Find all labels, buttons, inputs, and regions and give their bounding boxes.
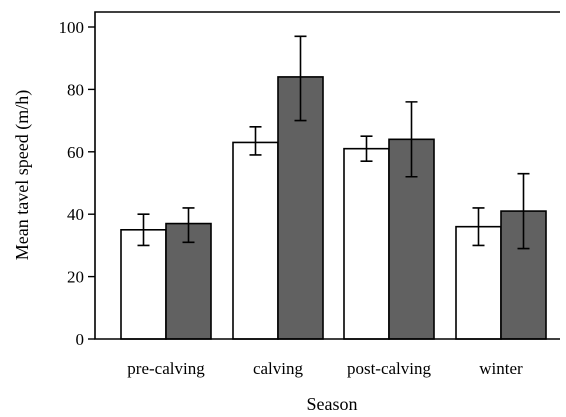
y-tick-label: 80 <box>67 80 84 99</box>
x-axis-tick-labels: pre-calving calving post-calving winter <box>127 359 523 378</box>
x-tick-label: winter <box>479 359 523 378</box>
y-tick-label: 20 <box>67 268 84 287</box>
y-axis-ticks: 0 20 40 60 80 100 <box>59 18 95 349</box>
error-bar-post-calving-series-1 <box>360 135 373 162</box>
error-bars <box>137 35 530 250</box>
y-tick-label: 100 <box>59 18 85 37</box>
error-bar-pre-calving-series-2 <box>182 207 195 244</box>
x-tick-label: calving <box>253 359 304 378</box>
error-bar-pre-calving-series-1 <box>137 213 150 247</box>
error-bar-post-calving-series-2 <box>405 101 418 178</box>
y-axis-title: Mean tavel speed (m/h) <box>12 90 33 260</box>
x-tick-label: pre-calving <box>127 359 205 378</box>
bar-post-calving-series-1 <box>343 147 390 340</box>
y-tick-label: 60 <box>67 143 84 162</box>
error-bar-winter-series-2 <box>517 172 530 250</box>
x-axis-title: Season <box>307 394 358 414</box>
error-bar-winter-series-1 <box>472 207 485 247</box>
x-tick-label: post-calving <box>347 359 432 378</box>
error-bar-calving-series-2 <box>294 35 307 122</box>
y-tick-label: 40 <box>67 205 84 224</box>
axis-frame <box>94 11 560 340</box>
bar-calving-series-1 <box>232 141 279 340</box>
y-tick-label: 0 <box>76 330 85 349</box>
error-bar-calving-series-1 <box>249 126 262 156</box>
